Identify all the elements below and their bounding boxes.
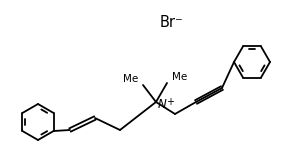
Text: Me: Me bbox=[123, 74, 138, 84]
Text: Br⁻: Br⁻ bbox=[159, 15, 183, 30]
Text: N: N bbox=[158, 98, 167, 111]
Text: +: + bbox=[166, 97, 174, 107]
Text: Me: Me bbox=[172, 72, 187, 82]
